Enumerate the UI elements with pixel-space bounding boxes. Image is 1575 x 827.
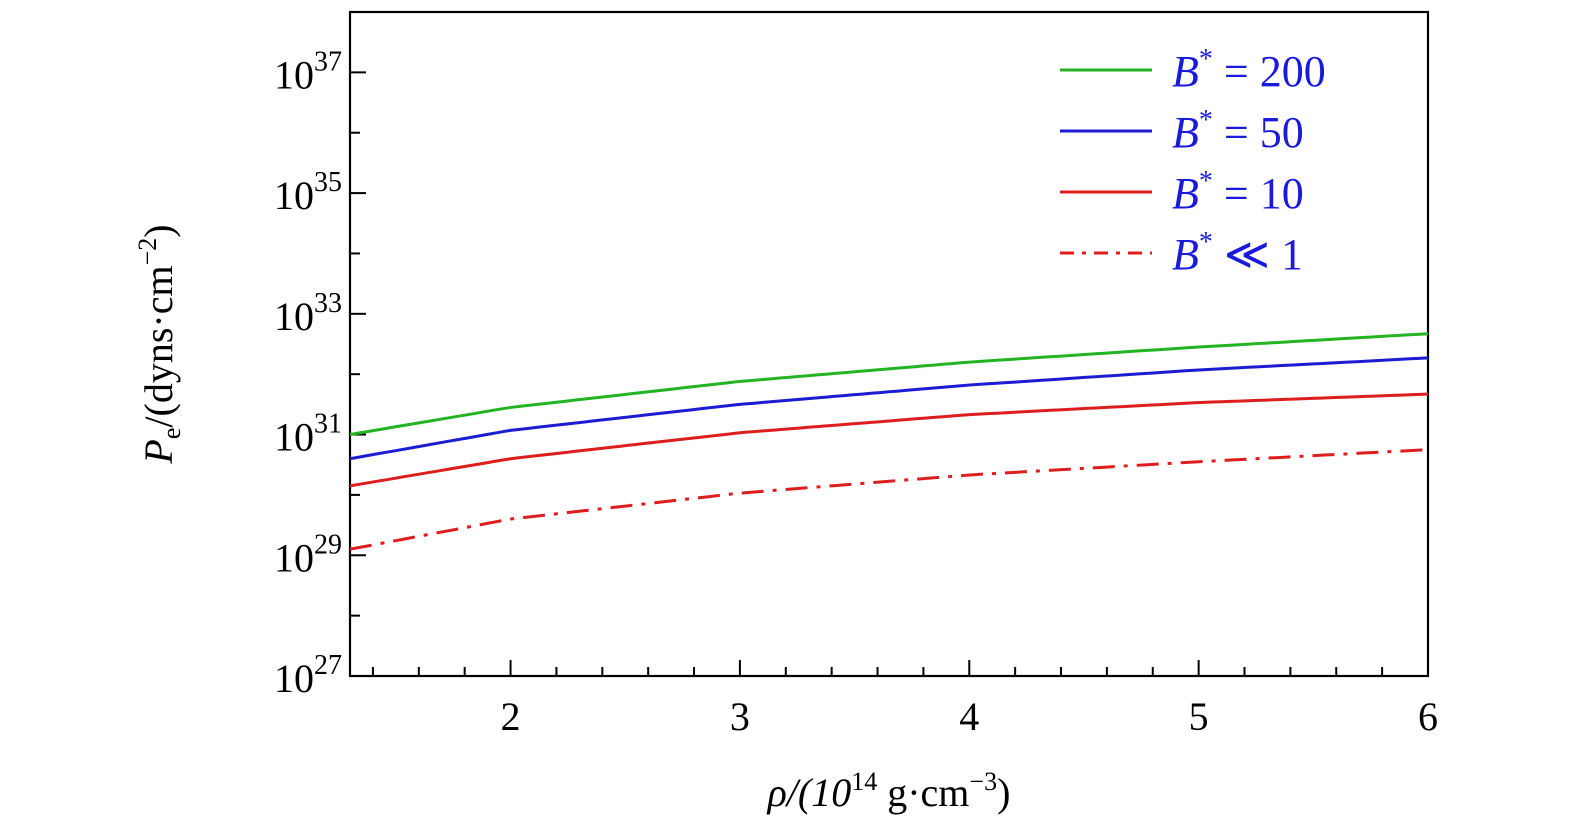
- series-line: [349, 392, 1429, 488]
- legend-entry-label: B* = 10: [1172, 166, 1304, 218]
- x-tick-label: 4: [959, 694, 979, 739]
- legend: B* = 200 B* = 50 B* = 10 B* ≪ 1: [1060, 44, 1326, 279]
- x-tick-label: 6: [1418, 694, 1438, 739]
- legend-entry-label: B* ≪ 1: [1172, 227, 1303, 279]
- x-title-sup2: −3: [969, 767, 997, 796]
- y-axis-title: Pe/(dyns·cm−2): [133, 224, 186, 464]
- y-title-sup: −2: [133, 238, 162, 266]
- plot-border: [348, 10, 1430, 678]
- x-title-mid: g·cm: [877, 770, 969, 815]
- y-tick-label: 1037: [274, 46, 342, 97]
- y-tick-label: 1029: [274, 529, 342, 580]
- x-tick-label: 2: [501, 694, 521, 739]
- y-tick-label: 1033: [274, 288, 342, 339]
- y-title-pre: /(dyns·cm: [136, 265, 181, 427]
- y-tick-label: 1031: [274, 409, 342, 460]
- x-tick-label: 5: [1189, 694, 1209, 739]
- series-line: [349, 356, 1429, 461]
- x-axis-title: ρ/(1014 g·cm−3): [766, 767, 1011, 815]
- y-title-sub: e: [157, 428, 186, 440]
- x-axis: 2 3 4 5 6: [371, 660, 1438, 739]
- y-tick-label: 1027: [274, 650, 342, 701]
- x-title-sup1: 14: [851, 767, 877, 796]
- legend-entry-label: B* = 50: [1172, 105, 1304, 157]
- series-line: [349, 448, 1429, 551]
- plot-frame: [348, 10, 1430, 678]
- y-axis: 1027 1029 1031 1033 1035 1037: [274, 11, 366, 701]
- y-title-post: ): [136, 224, 181, 237]
- series-lines: [349, 332, 1429, 551]
- y-title-main: P: [136, 439, 181, 464]
- x-title-rho: ρ/(10: [766, 770, 852, 815]
- x-title-post: ): [997, 770, 1010, 815]
- legend-entry-label: B* = 200: [1172, 44, 1326, 96]
- series-line: [349, 332, 1429, 436]
- y-tick-label: 1035: [274, 167, 342, 218]
- x-tick-label: 3: [730, 694, 750, 739]
